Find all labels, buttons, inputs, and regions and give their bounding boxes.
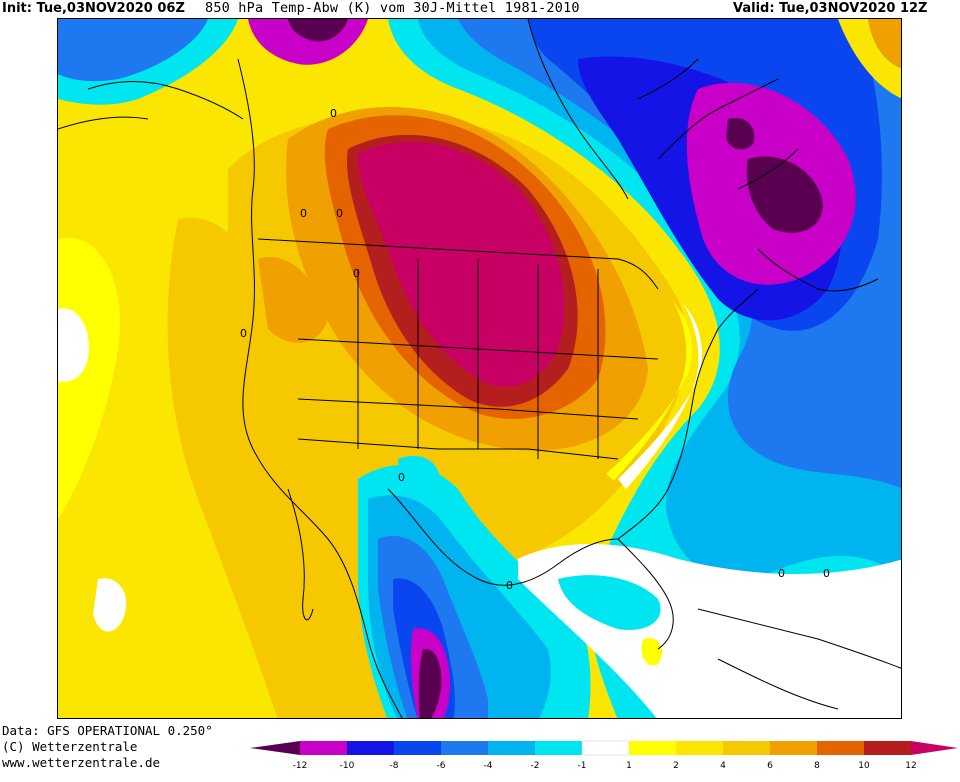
colorbar-neg2-neg1 <box>535 741 582 755</box>
contour-label-zero: 0 <box>330 107 337 120</box>
anomaly-labrador-core <box>726 118 755 150</box>
anomaly-pacific-white <box>58 308 89 382</box>
anomaly-rockies-6-8 <box>258 257 328 343</box>
colorbar-tick: -8 <box>390 761 399 771</box>
contour-label-zero: 0 <box>240 327 247 340</box>
colorbar-tick: -6 <box>437 761 446 771</box>
map-title: 850 hPa Temp-Abw (K) vom 30J-Mittel 1981… <box>205 0 580 16</box>
anomaly-southwest-4-6 <box>167 217 401 718</box>
coastlines-and-borders <box>58 19 901 718</box>
anomaly-alaska-core <box>288 19 348 42</box>
anomaly-newmexico-cyan <box>398 455 440 495</box>
anomaly-arctic-yellow <box>838 19 901 99</box>
anomaly-pacific-south-white <box>93 578 127 632</box>
temperature-anomaly-map: 0 0 0 0 0 0 0 0 0 <box>57 18 902 719</box>
colorbar-tick: 1 <box>626 761 632 771</box>
colorbar-tick: -2 <box>531 761 540 771</box>
colorbar-8-10 <box>817 741 864 755</box>
colorbar-neg6-neg4 <box>441 741 488 755</box>
colorbar-gt-12 <box>911 741 958 755</box>
contour-label-zero: 0 <box>398 471 405 484</box>
colorbar-2-4 <box>676 741 723 755</box>
colorbar-tick: 6 <box>767 761 773 771</box>
colorbar-tick: -12 <box>293 761 308 771</box>
anomaly-quebec-core <box>746 156 823 233</box>
contour-label-zero: 0 <box>353 267 360 280</box>
colorbar-1-2 <box>629 741 676 755</box>
anomaly-pacific-1-2 <box>58 237 120 519</box>
contour-label-zero: 0 <box>778 567 785 580</box>
contour-label-zero: 0 <box>300 207 307 220</box>
contour-label-zero: 0 <box>823 567 830 580</box>
anomaly-eastcoast-white <box>618 304 703 489</box>
anomaly-eastcoast-yellow <box>606 302 693 481</box>
colorbar-neg12-neg10 <box>300 741 347 755</box>
website-url: www.wetterzentrale.de <box>2 755 161 770</box>
colorbar-6-8 <box>770 741 817 755</box>
init-time: Init: Tue,03NOV2020 06Z <box>2 1 185 16</box>
colorbar-tick: 12 <box>905 761 916 771</box>
data-source: Data: GFS OPERATIONAL 0.250° <box>2 723 213 738</box>
colorbar-neg10-neg8 <box>347 741 394 755</box>
anomaly-gulf-of-alaska-blue <box>58 19 208 82</box>
valid-time: Valid: Tue,03NOV2020 12Z <box>733 1 928 16</box>
anomaly-gulf-cyan <box>558 575 661 630</box>
colorbar-neg1-1 <box>581 740 630 756</box>
colorbar-10-12 <box>864 741 911 755</box>
colorbar-tick: 8 <box>814 761 820 771</box>
contour-label-zero: 0 <box>506 579 513 592</box>
colorbar-tick: 4 <box>720 761 726 771</box>
anomaly-caribbean-yellow <box>641 638 663 666</box>
colorbar-legend: -12 -10 -8 -6 -4 -2 -1 1 2 4 6 8 10 12 <box>250 738 960 782</box>
contour-label-zero: 0 <box>336 207 343 220</box>
colorbar-tick: 2 <box>673 761 679 771</box>
colorbar-neg4-neg2 <box>488 741 535 755</box>
colorbar-4-6 <box>723 741 770 755</box>
colorbar-tick: -10 <box>340 761 355 771</box>
colorbar-lt-neg12 <box>250 741 300 755</box>
colorbar-tick: -4 <box>484 761 493 771</box>
colorbar-neg8-neg6 <box>394 741 441 755</box>
anomaly-arctic-orange <box>868 19 901 69</box>
colorbar-tick: 10 <box>858 761 870 771</box>
copyright: (C) Wetterzentrale <box>2 739 138 754</box>
anomaly-plains-gt12 <box>357 141 565 387</box>
anomaly-mexico-core <box>418 648 442 718</box>
colorbar-tick: -1 <box>578 761 587 771</box>
